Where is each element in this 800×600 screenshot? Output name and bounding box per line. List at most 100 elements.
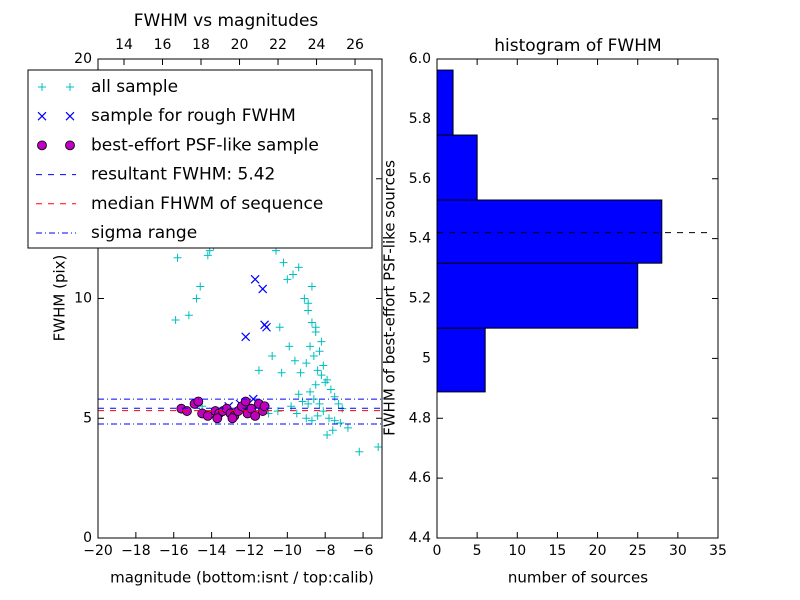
- plus-marker: [302, 414, 311, 423]
- x-marker: [258, 284, 268, 294]
- x-tick-label: 35: [709, 543, 727, 559]
- y-tick-label: 4.4: [409, 530, 431, 546]
- plus-marker: [277, 368, 286, 377]
- plus-marker: [323, 375, 332, 384]
- frame: [97, 58, 383, 539]
- plus-marker: [317, 371, 326, 380]
- plus-marker: [313, 411, 322, 420]
- plus-marker: [171, 316, 180, 325]
- left-y-label: FWHM (pix): [51, 255, 69, 342]
- y-tick-label: 10: [74, 291, 92, 307]
- y-tick-label: 5.4: [409, 231, 431, 247]
- plus-marker: [330, 416, 339, 425]
- legend: all sample sample for rough FWHM best-effo…: [27, 69, 373, 249]
- plus-marker: [173, 253, 182, 262]
- circle-marker: [212, 413, 223, 424]
- plus-marker: [324, 414, 333, 423]
- circle-marker: [65, 140, 75, 151]
- legend-label: median FHWM of sequence: [91, 194, 323, 214]
- x2-tick-label: 22: [269, 37, 287, 53]
- plus-marker: [294, 263, 303, 272]
- x-tick-label: 20: [589, 543, 607, 559]
- plus-marker: [304, 399, 313, 408]
- bar: [437, 134, 478, 201]
- plus-marker: [289, 270, 298, 279]
- x2-tick-label: 16: [154, 37, 172, 53]
- plus-marker: [290, 356, 299, 365]
- plus-marker: [313, 366, 322, 375]
- plus-marker: [285, 342, 294, 351]
- plus-marker: [302, 359, 311, 368]
- plus-marker: [300, 294, 309, 303]
- plus-marker: [306, 342, 315, 351]
- circle-marker: [227, 413, 238, 424]
- bar: [437, 262, 639, 329]
- plus-marker: [196, 282, 205, 291]
- x-marker: [241, 332, 251, 342]
- plus-marker: [334, 399, 343, 408]
- plus-marker: [304, 299, 313, 308]
- x-tick-label: −8: [315, 543, 336, 559]
- plus-marker: [311, 323, 320, 332]
- plus-marker: [307, 416, 316, 425]
- bar: [437, 199, 663, 264]
- x-tick-label: 30: [669, 543, 687, 559]
- y-tick-label: 5.6: [409, 171, 431, 187]
- plus-marker: [343, 423, 352, 432]
- plus-marker: [307, 318, 316, 327]
- plus-marker: [304, 306, 313, 315]
- x-tick-label: −18: [121, 543, 151, 559]
- x-marker: [262, 322, 271, 332]
- plus-marker: [38, 83, 46, 91]
- right-y-label: FWHM of best-effort PSF-like sources: [381, 160, 399, 436]
- plus-marker: [66, 83, 74, 91]
- circle-marker: [259, 401, 270, 412]
- x-tick-label: 5: [473, 543, 482, 559]
- circle-marker: [37, 140, 47, 151]
- plus-marker: [319, 407, 328, 416]
- x-tick-label: −6: [353, 543, 374, 559]
- plot-area: [98, 222, 382, 456]
- plus-marker: [307, 282, 316, 291]
- left-title: FWHM vs magnitudes: [134, 11, 319, 31]
- x-tick-label: −16: [159, 543, 189, 559]
- y-tick-label: 4.6: [409, 470, 431, 486]
- plus-marker: [315, 399, 324, 408]
- plus-marker: [355, 447, 364, 456]
- y-tick-label: 20: [74, 51, 92, 67]
- y-tick-label: 5.8: [409, 111, 431, 127]
- plus-marker: [275, 323, 284, 332]
- bar: [437, 327, 486, 393]
- plus-marker: [328, 426, 337, 435]
- plus-marker: [203, 251, 212, 260]
- plus-marker: [287, 402, 296, 411]
- x-tick-label: 25: [629, 543, 647, 559]
- plus-marker: [268, 351, 277, 360]
- right-x-label: number of sources: [508, 569, 648, 587]
- plot-area: [437, 69, 710, 393]
- x2-tick-label: 18: [192, 37, 210, 53]
- plus-marker: [311, 380, 320, 389]
- x-tick-label: 10: [508, 543, 526, 559]
- plus-marker: [306, 387, 315, 396]
- x-marker: [65, 111, 75, 121]
- x2-tick-label: 14: [115, 37, 133, 53]
- x-marker: [37, 111, 47, 121]
- y-tick-label: 0: [83, 530, 92, 546]
- plus-marker: [192, 294, 201, 303]
- plus-marker: [279, 258, 288, 267]
- right-title: histogram of FWHM: [494, 36, 661, 56]
- legend-label: resultant FWHM: 5.42: [91, 165, 275, 185]
- plus-marker: [319, 361, 328, 370]
- plus-marker: [309, 351, 318, 360]
- plus-marker: [294, 390, 303, 399]
- circle-marker: [202, 410, 213, 421]
- y-tick-label: 5: [83, 410, 92, 426]
- plus-marker: [323, 431, 332, 440]
- frame: [436, 58, 719, 539]
- x-tick-label: −20: [83, 543, 113, 559]
- plus-marker: [317, 337, 326, 346]
- legend-label: best-effort PSF-like sample: [91, 135, 319, 155]
- x-tick-label: −12: [235, 543, 265, 559]
